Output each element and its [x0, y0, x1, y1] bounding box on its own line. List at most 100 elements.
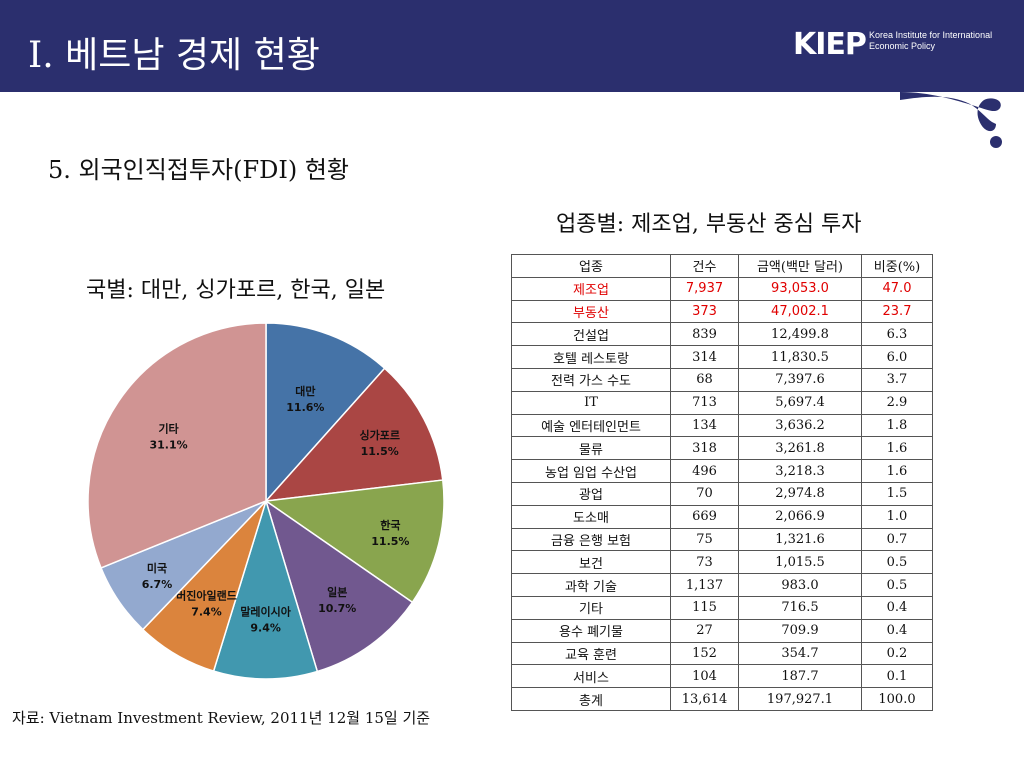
cell-industry: 물류: [511, 436, 671, 461]
table-row: 총계 13,614 197,927.1 100.0: [511, 687, 933, 711]
table-row: 용수 폐기물 27 709.9 0.4: [511, 618, 933, 643]
pie-slice: [264, 499, 414, 673]
cell-share: 23.7: [861, 299, 933, 324]
cell-share: 0.1: [861, 664, 933, 689]
cell-industry: 과학 기술: [511, 573, 671, 597]
cell-count: 73: [670, 550, 739, 575]
cell-amount: 93,053.0: [738, 276, 862, 301]
table-row: 제조업 7,937 93,053.0 47.0: [511, 276, 933, 301]
cell-count: 13,614: [670, 687, 739, 711]
table-row: 도소매 669 2,066.9 1.0: [511, 504, 933, 529]
cell-industry: 전력 가스 수도: [511, 367, 671, 392]
header-amount: 금액(백만 달러): [738, 254, 862, 278]
industry-subtitle: 업종별: 제조업, 부동산 중심 투자: [556, 212, 862, 237]
cell-amount: 1,015.5: [738, 550, 862, 575]
cell-count: 70: [670, 481, 739, 506]
source-note: 자료: Vietnam Investment Review, 2011년 12월…: [12, 709, 431, 727]
cell-count: 7,937: [670, 276, 739, 301]
table-row: 예술 엔터테인먼트 134 3,636.2 1.8: [511, 413, 933, 438]
cell-industry: 도소매: [511, 504, 671, 529]
cell-amount: 7,397.6: [738, 367, 862, 392]
slice-value-label: 7.4%: [191, 605, 222, 618]
pie-slice: [212, 498, 319, 680]
cell-share: 3.7: [861, 367, 933, 392]
cell-share: 0.4: [861, 595, 933, 620]
cell-share: 1.6: [861, 436, 933, 461]
industry-fdi-table: 업종 건수 금액(백만 달러) 비중(%) 제조업 7,937 93,053.0 47…: [511, 254, 933, 711]
pie-slice: [263, 479, 445, 604]
table-row: 금융 은행 보험 75 1,321.6 0.7: [511, 527, 933, 552]
slice-label: 한국: [380, 518, 400, 532]
slice-value-label: 11.5%: [361, 445, 399, 458]
cell-share: 1.6: [861, 459, 933, 483]
header-bar: I. 베트남 경제 현황 KIEP Korea Institute for In…: [0, 0, 1024, 92]
cell-amount: 354.7: [738, 641, 862, 666]
cell-amount: 716.5: [738, 595, 862, 620]
cell-amount: 197,927.1: [738, 687, 862, 711]
header-share: 비중(%): [861, 254, 933, 278]
country-pie-chart: 대만 11.6% 싱가포르 11.5% 한국 11.5% 일본 10.7% 말레이시아 9.4% 버…: [87, 322, 445, 680]
cell-count: 152: [670, 641, 739, 666]
slice-label: 싱가포르: [359, 428, 399, 442]
cell-count: 134: [670, 413, 739, 438]
cell-count: 115: [670, 595, 739, 620]
cell-amount: 983.0: [738, 573, 862, 597]
table-row: 광업 70 2,974.8 1.5: [511, 481, 933, 506]
pie-slice: [264, 367, 444, 502]
cell-share: 6.0: [861, 345, 933, 369]
cell-industry: 금융 은행 보험: [511, 527, 671, 552]
logo-text: Korea Institute for International Econom…: [869, 30, 999, 52]
table-row: 물류 318 3,261.8 1.6: [511, 436, 933, 461]
slice-label: 말레이시아: [240, 604, 291, 618]
cell-count: 104: [670, 664, 739, 689]
cell-share: 0.2: [861, 641, 933, 666]
slice-label: 일본: [327, 585, 347, 599]
cell-amount: 1,321.6: [738, 527, 862, 552]
cell-industry: 서비스: [511, 664, 671, 689]
header-count: 건수: [670, 254, 739, 278]
table-row: 서비스 104 187.7 0.1: [511, 664, 933, 689]
slice-value-label: 9.4%: [250, 621, 281, 634]
slice-label: 대만: [295, 384, 315, 398]
cell-count: 314: [670, 345, 739, 369]
cell-share: 1.0: [861, 504, 933, 529]
cell-amount: 12,499.8: [738, 322, 862, 347]
cell-share: 0.5: [861, 573, 933, 597]
cell-amount: 3,636.2: [738, 413, 862, 438]
cell-industry: 총계: [511, 687, 671, 711]
cell-amount: 3,261.8: [738, 436, 862, 461]
slide-title: I. 베트남 경제 현황: [28, 35, 320, 76]
slice-value-label: 11.6%: [286, 401, 324, 414]
cell-count: 318: [670, 436, 739, 461]
logo-line1: Korea Institute for International: [869, 30, 993, 40]
cell-count: 373: [670, 299, 739, 324]
cell-industry: IT: [511, 390, 671, 415]
slice-value-label: 10.7%: [318, 602, 356, 615]
cell-industry: 예술 엔터테인먼트: [511, 413, 671, 438]
cell-amount: 2,066.9: [738, 504, 862, 529]
table-row: 과학 기술 1,137 983.0 0.5: [511, 573, 933, 597]
ink-splash-decoration: [900, 92, 1002, 148]
slice-label: 버진아일랜드: [176, 588, 237, 602]
cell-share: 1.5: [861, 481, 933, 506]
cell-share: 0.5: [861, 550, 933, 575]
table-row: IT 713 5,697.4 2.9: [511, 390, 933, 415]
cell-count: 27: [670, 618, 739, 643]
cell-industry: 기타: [511, 595, 671, 620]
cell-count: 713: [670, 390, 739, 415]
cell-amount: 11,830.5: [738, 345, 862, 369]
table-row: 건설업 839 12,499.8 6.3: [511, 322, 933, 347]
country-subtitle: 국별: 대만, 싱가포르, 한국, 일본: [86, 278, 386, 303]
table-row: 교육 훈련 152 354.7 0.2: [511, 641, 933, 666]
cell-industry: 제조업: [511, 276, 671, 301]
slice-value-label: 11.5%: [371, 535, 409, 548]
cell-count: 75: [670, 527, 739, 552]
slice-label: 기타: [158, 421, 179, 435]
cell-count: 496: [670, 459, 739, 483]
cell-amount: 5,697.4: [738, 390, 862, 415]
table-row: 전력 가스 수도 68 7,397.6 3.7: [511, 367, 933, 392]
cell-industry: 용수 폐기물: [511, 618, 671, 643]
cell-share: 0.7: [861, 527, 933, 552]
cell-share: 47.0: [861, 276, 933, 301]
cell-share: 1.8: [861, 413, 933, 438]
